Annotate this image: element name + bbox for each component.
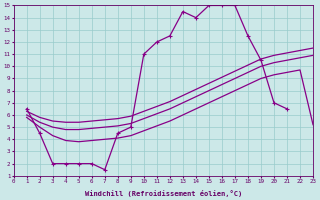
X-axis label: Windchill (Refroidissement éolien,°C): Windchill (Refroidissement éolien,°C): [85, 190, 242, 197]
